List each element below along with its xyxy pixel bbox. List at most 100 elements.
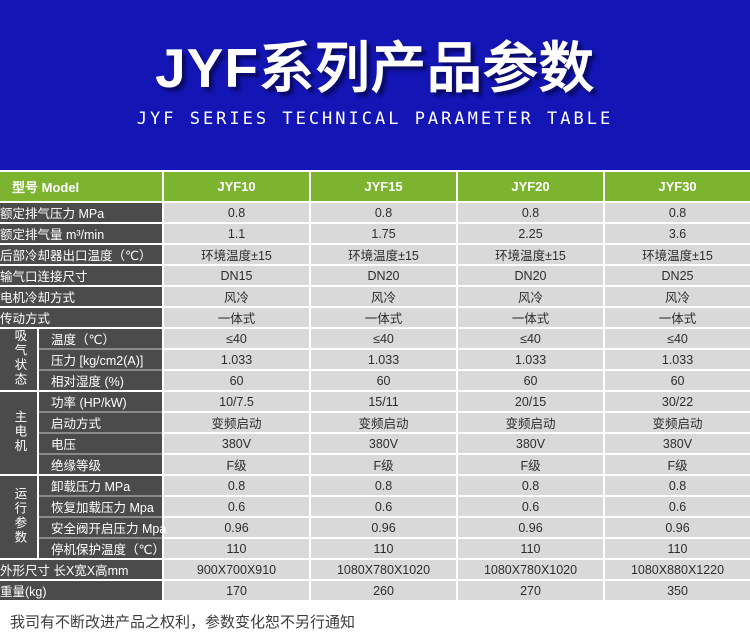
cell-value: 0.6 bbox=[603, 495, 750, 517]
table-row: 吸气状态 温度（℃） ≤40 ≤40 ≤40 ≤40 bbox=[0, 327, 750, 391]
cell-value: 10/7.5 bbox=[162, 390, 311, 412]
cell-value: 60 bbox=[456, 369, 605, 391]
cell-value: 260 bbox=[309, 579, 458, 600]
cell-value: 0.8 bbox=[603, 201, 750, 223]
table-row: 恢复加载压力 Mpa 0.6 0.6 0.6 0.6 bbox=[0, 495, 750, 517]
page-title: JYF系列产品参数 bbox=[155, 37, 595, 99]
cell-value: 0.8 bbox=[309, 201, 458, 223]
group-label-text: 主电机 bbox=[12, 409, 27, 454]
table-row: 额定排气压力 MPa 0.8 0.8 0.8 0.8 bbox=[0, 201, 750, 223]
cell-value: 1080X880X1220 bbox=[603, 558, 750, 580]
cell-value: 0.8 bbox=[603, 474, 750, 496]
parameter-table: 型号 Model JYF10 JYF15 JYF20 JYF30 额定排气压力 … bbox=[0, 170, 750, 600]
table-row: 相对湿度 (%) 60 60 60 60 bbox=[0, 369, 750, 391]
cell-value: 0.6 bbox=[456, 495, 605, 517]
cell-value: 0.96 bbox=[603, 516, 750, 538]
row-label: 绝缘等级 bbox=[36, 453, 164, 475]
cell-value: F级 bbox=[309, 453, 458, 475]
column-header-jyf15: JYF15 bbox=[309, 170, 458, 202]
cell-value: 20/15 bbox=[456, 390, 605, 412]
row-label: 外形尺寸 长X宽X高mm bbox=[0, 558, 164, 580]
cell-value: 环境温度±15 bbox=[309, 243, 458, 265]
cell-value: DN15 bbox=[162, 264, 311, 286]
cell-value: 900X700X910 bbox=[162, 558, 311, 580]
cell-value: 380V bbox=[456, 432, 605, 454]
group-label-motor: 主电机 bbox=[0, 390, 38, 475]
cell-value: 0.96 bbox=[456, 516, 605, 538]
cell-value: F级 bbox=[162, 453, 311, 475]
cell-value: 0.8 bbox=[309, 474, 458, 496]
table-row: 额定排气量 m³/min 1.1 1.75 2.25 3.6 bbox=[0, 222, 750, 244]
cell-value: 变频启动 bbox=[603, 411, 750, 433]
row-label: 电机冷却方式 bbox=[0, 285, 164, 307]
cell-value: 60 bbox=[162, 369, 311, 391]
table-row: 电压 380V 380V 380V 380V bbox=[0, 432, 750, 454]
cell-value: 1.033 bbox=[309, 348, 458, 370]
group-label-run-params: 运行参数 bbox=[0, 474, 38, 559]
cell-value: DN25 bbox=[603, 264, 750, 286]
table-row: 安全阀开启压力 Mpa 0.96 0.96 0.96 0.96 bbox=[0, 516, 750, 538]
cell-value: 环境温度±15 bbox=[162, 243, 311, 265]
table-row: 压力 [kg/cm2(A)] 1.033 1.033 1.033 1.033 bbox=[0, 348, 750, 370]
table-row: 停机保护温度（℃） 110 110 110 110 bbox=[0, 537, 750, 559]
cell-value: 380V bbox=[162, 432, 311, 454]
row-label: 输气口连接尺寸 bbox=[0, 264, 164, 286]
row-label: 相对湿度 (%) bbox=[36, 369, 164, 391]
cell-value: 15/11 bbox=[309, 390, 458, 412]
cell-value: 风冷 bbox=[456, 285, 605, 307]
cell-value: 1080X780X1020 bbox=[456, 558, 605, 580]
cell-value: 1.033 bbox=[162, 348, 311, 370]
cell-value: 风冷 bbox=[603, 285, 750, 307]
group-label-intake: 吸气状态 bbox=[0, 327, 38, 391]
cell-value: 变频启动 bbox=[456, 411, 605, 433]
table-row: 重量(kg) 170 260 270 350 bbox=[0, 579, 750, 600]
row-label: 后部冷却器出口温度（℃） bbox=[0, 243, 164, 265]
cell-value: 1.033 bbox=[603, 348, 750, 370]
row-label: 安全阀开启压力 Mpa bbox=[36, 516, 166, 538]
table-row: 输气口连接尺寸 DN15 DN20 DN20 DN25 bbox=[0, 264, 750, 286]
table-row: 电机冷却方式 风冷 风冷 风冷 风冷 bbox=[0, 285, 750, 307]
cell-value: ≤40 bbox=[456, 327, 605, 349]
cell-value: DN20 bbox=[309, 264, 458, 286]
table-row: 外形尺寸 长X宽X高mm 900X700X910 1080X780X1020 1… bbox=[0, 558, 750, 580]
disclaimer-note: 我司有不断改进产品之权利，参数变化恕不另行通知 bbox=[10, 613, 356, 631]
cell-value: 0.6 bbox=[162, 495, 311, 517]
cell-value: ≤40 bbox=[603, 327, 750, 349]
row-label: 电压 bbox=[36, 432, 164, 454]
cell-value: 变频启动 bbox=[309, 411, 458, 433]
cell-value: 风冷 bbox=[162, 285, 311, 307]
group-label-text: 吸气状态 bbox=[12, 329, 27, 387]
cell-value: 270 bbox=[456, 579, 605, 600]
cell-value: 170 bbox=[162, 579, 311, 600]
row-label: 恢复加载压力 Mpa bbox=[36, 495, 164, 517]
table-row: 运行参数 卸载压力 MPa 0.8 0.8 0.8 0.8 bbox=[0, 474, 750, 559]
cell-value: F级 bbox=[456, 453, 605, 475]
table-row: 启动方式 变频启动 变频启动 变频启动 变频启动 bbox=[0, 411, 750, 433]
row-label: 额定排气量 m³/min bbox=[0, 222, 164, 244]
cell-value: 0.8 bbox=[162, 474, 311, 496]
cell-value: 1.1 bbox=[162, 222, 311, 244]
row-label: 温度（℃） bbox=[36, 327, 164, 349]
cell-value: 1080X780X1020 bbox=[309, 558, 458, 580]
cell-value: 2.25 bbox=[456, 222, 605, 244]
cell-value: 110 bbox=[603, 537, 750, 559]
cell-value: F级 bbox=[603, 453, 750, 475]
cell-value: 一体式 bbox=[456, 306, 605, 328]
cell-value: 一体式 bbox=[603, 306, 750, 328]
cell-value: 1.75 bbox=[309, 222, 458, 244]
row-label: 停机保护温度（℃） bbox=[36, 537, 165, 559]
cell-value: 60 bbox=[603, 369, 750, 391]
table-row: 绝缘等级 F级 F级 F级 F级 bbox=[0, 453, 750, 475]
column-header-jyf10: JYF10 bbox=[162, 170, 311, 202]
cell-value: 0.8 bbox=[162, 201, 311, 223]
cell-value: 变频启动 bbox=[162, 411, 311, 433]
row-label: 传动方式 bbox=[0, 306, 164, 328]
row-label: 额定排气压力 MPa bbox=[0, 201, 164, 223]
cell-value: 1.033 bbox=[456, 348, 605, 370]
column-header-jyf30: JYF30 bbox=[603, 170, 750, 202]
cell-value: 380V bbox=[309, 432, 458, 454]
footer: 我司有不断改进产品之权利，参数变化恕不另行通知 bbox=[0, 600, 750, 642]
row-label: 卸载压力 MPa bbox=[36, 474, 164, 496]
row-label: 启动方式 bbox=[36, 411, 164, 433]
cell-value: 环境温度±15 bbox=[603, 243, 750, 265]
